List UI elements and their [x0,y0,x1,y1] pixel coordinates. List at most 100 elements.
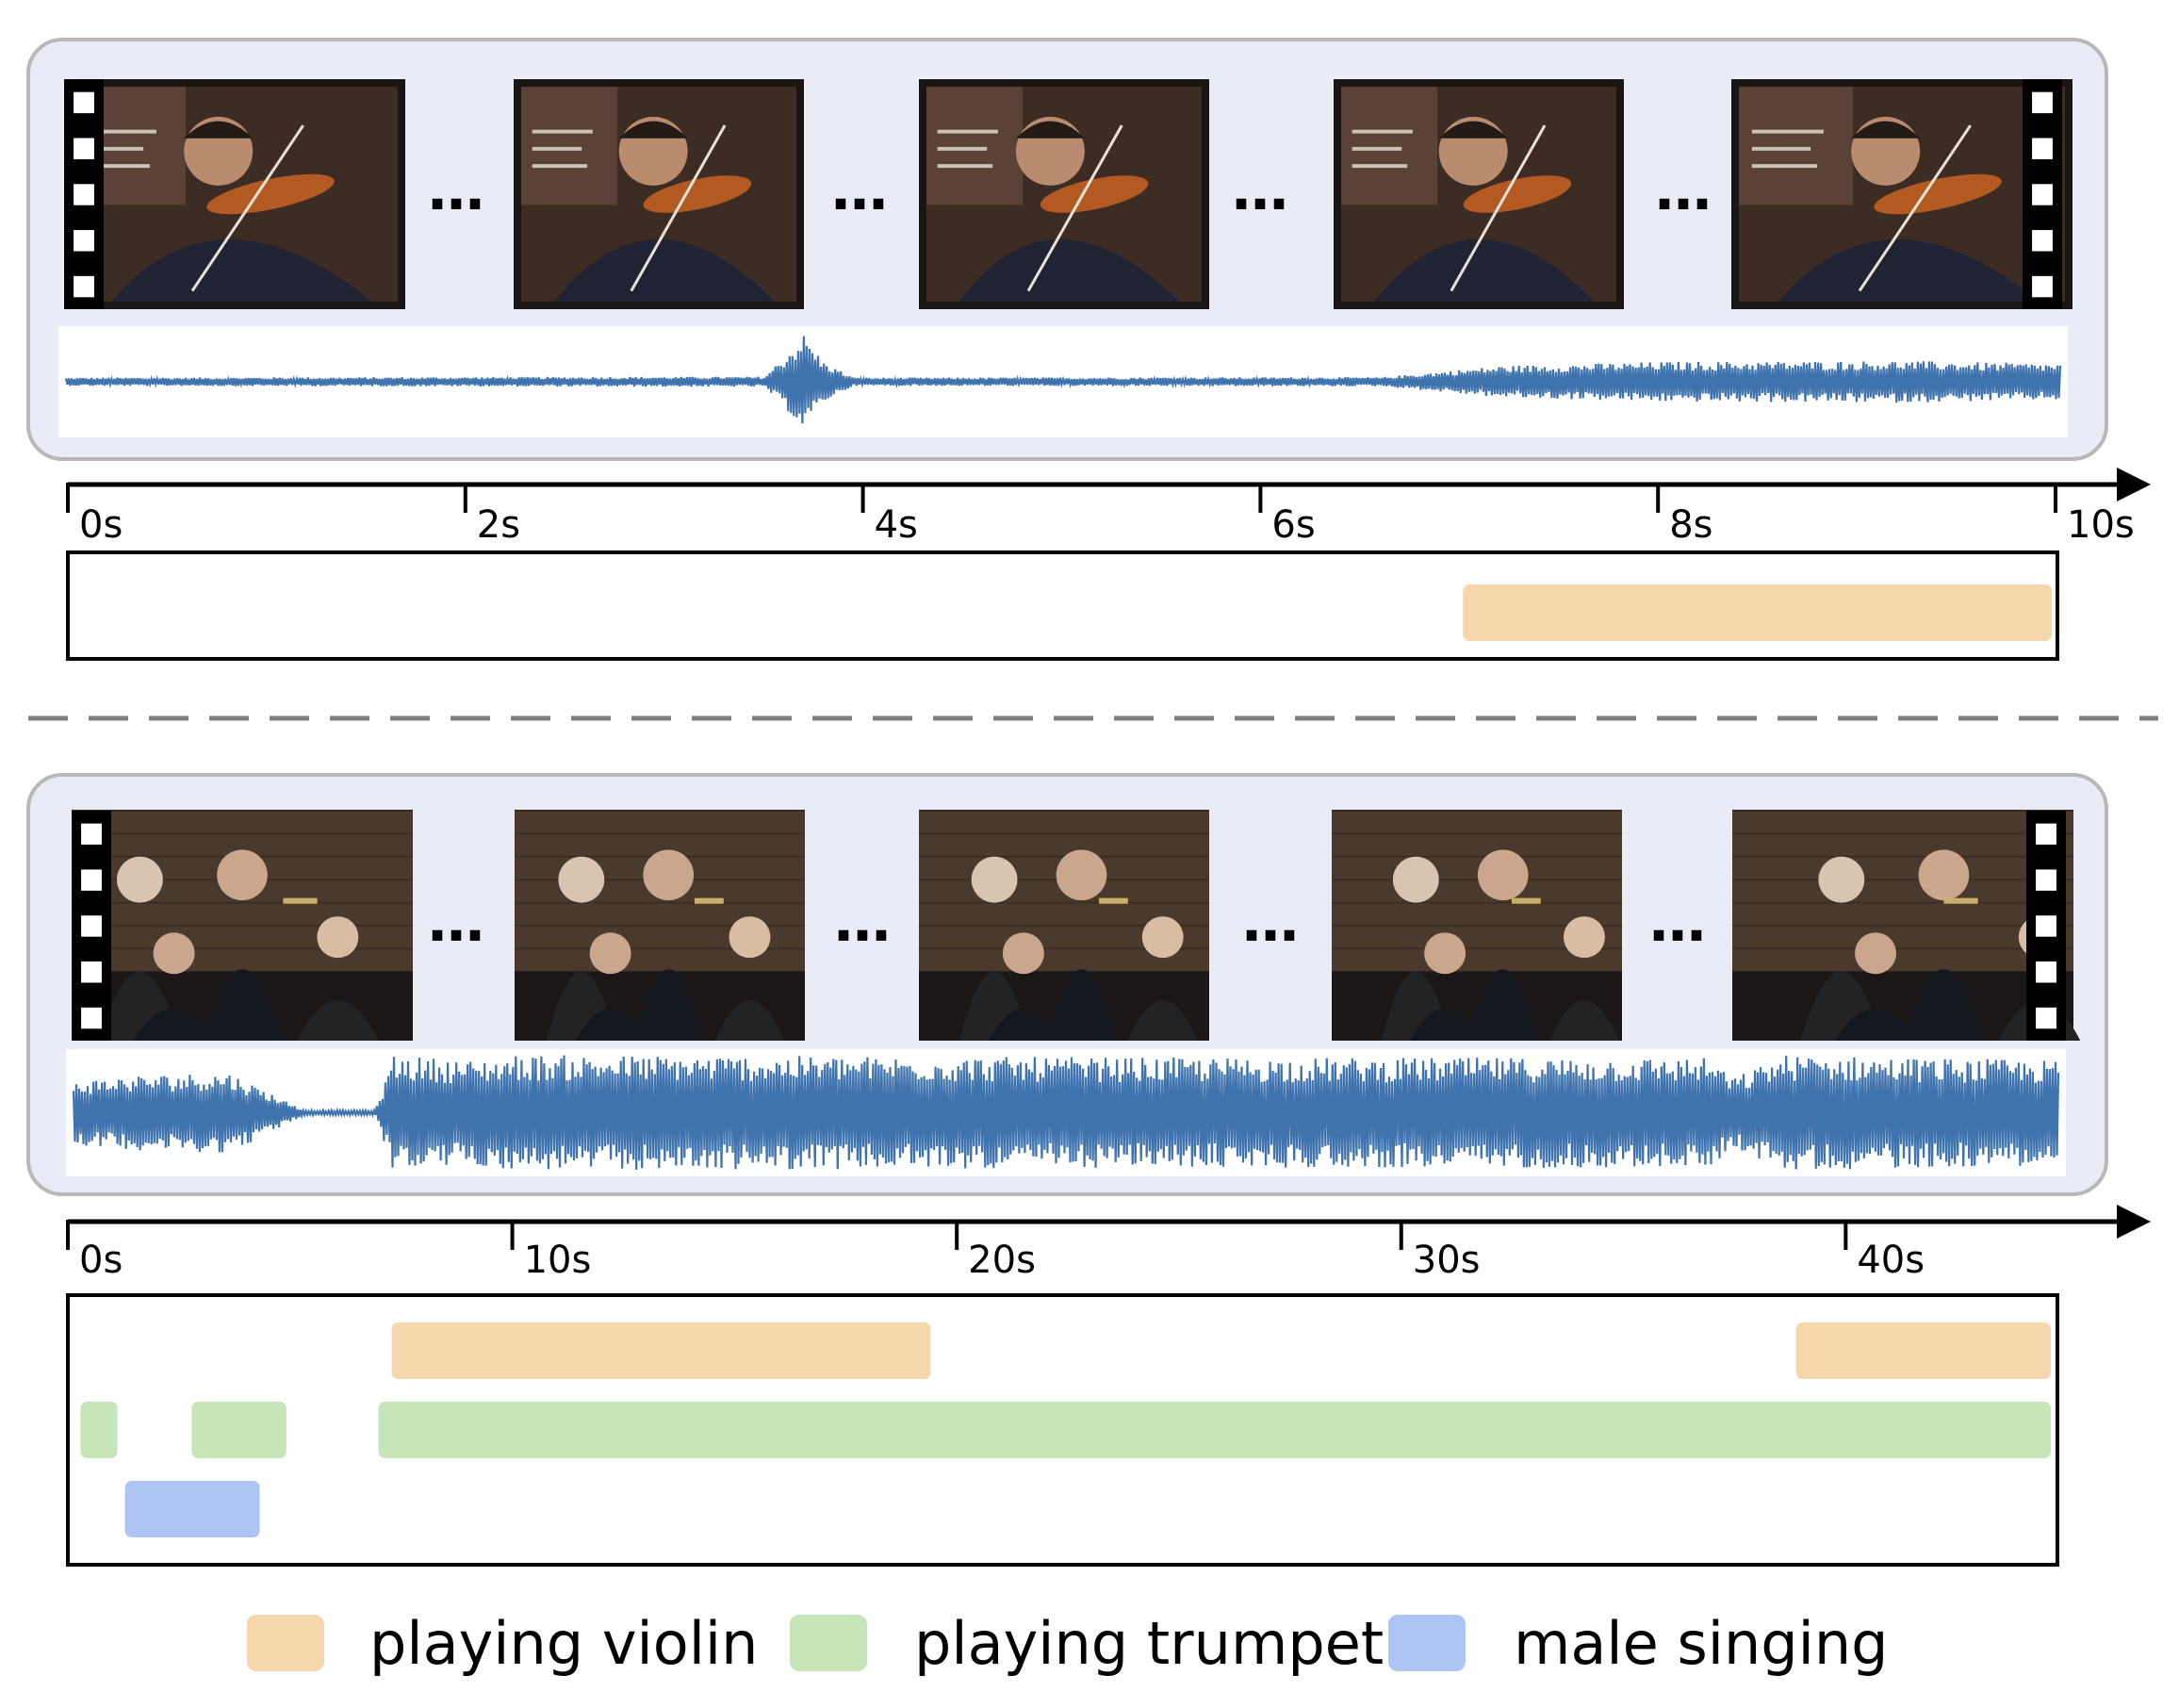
event-annotation-box [66,550,2059,661]
poster-text [937,146,988,151]
musician-head [1855,932,1897,975]
violin [1874,173,2002,215]
poster-text [532,164,588,169]
performer-hair [184,121,254,139]
performer-body [1374,238,1595,302]
violin [643,175,752,213]
poster-text [1751,146,1811,151]
violin [1463,175,1572,213]
film-sprocket-hole [74,138,94,159]
trumpet [283,897,318,904]
film-sprocket-hole [2032,230,2053,252]
ellipsis-4: … [1649,889,1706,955]
time-axis: 0s 10s 20s 30s 40s [66,1205,2151,1282]
film-sprocket-hole [81,961,102,983]
musician-head [558,856,605,903]
legend: playing violin playing trumpet male singin… [247,1609,1889,1678]
tick-label: 10s [2067,503,2135,547]
video-frame-5 [1731,79,2073,309]
poster-text [84,129,156,134]
film-sprocket-hole [81,823,102,846]
poster-text [1751,129,1824,134]
bow [1858,124,1972,292]
tick-label: 20s [968,1239,1036,1282]
musician-body [296,1000,379,1041]
example-2: … … … … 0s 10s 20s 30s 40s [26,773,2151,1567]
event-bar-violin [1795,1322,2051,1379]
video-frame-3 [919,810,1209,1041]
poster [1739,87,1854,205]
audio-waveform [58,326,2068,437]
poster-text [1352,129,1413,134]
musician-head [153,932,195,975]
tick-label: 6s [1271,503,1315,547]
tick-label: 10s [524,1239,592,1282]
audio-waveform [66,1049,2066,1176]
film-sprocket-hole [2036,869,2056,891]
musician-head [116,856,163,903]
tick-label: 30s [1413,1239,1481,1282]
legend-label: playing trumpet [914,1609,1384,1678]
musician-body [633,969,704,1041]
trumpet [694,897,724,904]
film-sprocket-hole [74,275,94,298]
poster-text [84,146,144,151]
film-strip-right [2026,811,2066,1041]
musician-head [729,916,771,959]
axis-arrowhead [2117,1205,2151,1239]
film-sprocket-hole [2036,1007,2056,1029]
ellipsis-2: … [831,157,888,223]
ellipsis-1: … [428,889,484,955]
video-frame-2 [514,79,804,309]
legend-item-singing: male singing [1388,1609,1889,1678]
film-sprocket-hole [81,1007,102,1029]
poster-text [532,146,582,151]
tick-label: 4s [875,503,918,547]
tick-label: 8s [1669,503,1712,547]
musician-head [1002,932,1044,975]
musician-body [1903,969,1985,1041]
performer-hair [1438,121,1508,139]
musician-head [643,849,695,901]
film-sprocket-hole [81,915,102,937]
legend-label: playing violin [369,1609,758,1678]
tick-label: 40s [1857,1239,1925,1282]
poster-text [84,164,151,169]
bow [190,124,304,292]
musician-head [1392,856,1439,903]
musician-body [575,1008,646,1041]
poster [926,87,1024,205]
musician-head [1477,849,1529,901]
video-frame-5 [1732,810,2081,1041]
legend-item-violin: playing violin [247,1609,758,1678]
film-sprocket-hole [74,230,94,252]
musician-body [1834,1008,1917,1041]
bow [1450,124,1547,292]
video-frame-2 [515,810,805,1041]
musician-head [1564,916,1605,959]
ellipsis-1: … [428,157,484,223]
poster-text [1352,146,1402,151]
violin [206,173,335,215]
film-sprocket-hole [74,184,94,205]
trumpet [1943,897,1978,904]
film-strip-right [2023,79,2062,309]
waveform-trace [64,336,2062,424]
tick-label: 0s [79,503,123,547]
musician-head [1818,856,1865,903]
bow [630,124,727,292]
video-frame-1 [72,810,413,1041]
musician-head [1424,932,1466,975]
musician-body [1410,1008,1481,1041]
film-sprocket-hole [2036,823,2056,846]
film-sprocket-hole [74,91,94,114]
waveform-trace [72,1055,2060,1170]
poster-text [937,129,998,134]
performer-hair [618,121,688,139]
legend-label: male singing [1514,1609,1889,1678]
film-sprocket-hole [2032,184,2053,205]
film-sprocket-hole [2032,275,2053,298]
film-strip-left [72,811,111,1041]
example-1: … … … … 0s 2s 4s 6s 8s 10s [26,38,2151,661]
